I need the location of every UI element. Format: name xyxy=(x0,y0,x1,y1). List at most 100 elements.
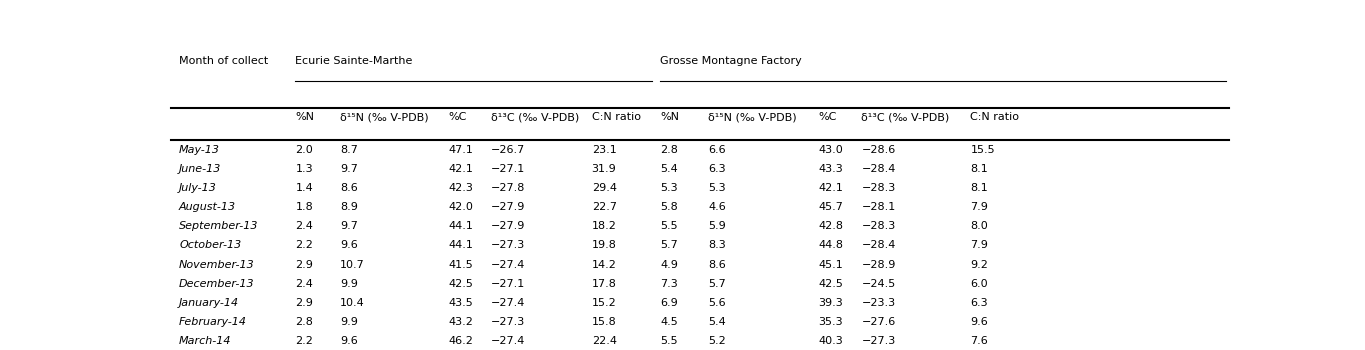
Text: 2.9: 2.9 xyxy=(295,260,314,270)
Text: 2.2: 2.2 xyxy=(295,336,314,346)
Text: 2.0: 2.0 xyxy=(295,145,313,155)
Text: 2.2: 2.2 xyxy=(295,240,314,251)
Text: %C: %C xyxy=(818,112,837,122)
Text: −28.9: −28.9 xyxy=(861,260,895,270)
Text: 23.1: 23.1 xyxy=(591,145,617,155)
Text: 5.2: 5.2 xyxy=(708,336,726,346)
Text: June-13: June-13 xyxy=(179,164,221,174)
Text: −27.6: −27.6 xyxy=(861,317,895,327)
Text: 42.1: 42.1 xyxy=(449,164,474,174)
Text: 9.9: 9.9 xyxy=(340,279,358,289)
Text: 1.4: 1.4 xyxy=(295,183,313,193)
Text: 8.0: 8.0 xyxy=(971,221,988,231)
Text: 42.0: 42.0 xyxy=(449,202,474,212)
Text: 5.5: 5.5 xyxy=(661,336,678,346)
Text: 9.7: 9.7 xyxy=(340,221,358,231)
Text: 6.0: 6.0 xyxy=(971,279,988,289)
Text: 6.3: 6.3 xyxy=(708,164,726,174)
Text: 42.1: 42.1 xyxy=(818,183,844,193)
Text: 18.2: 18.2 xyxy=(591,221,617,231)
Text: 9.6: 9.6 xyxy=(340,336,358,346)
Text: 15.8: 15.8 xyxy=(591,317,617,327)
Text: 14.2: 14.2 xyxy=(591,260,617,270)
Text: 8.6: 8.6 xyxy=(340,183,358,193)
Text: 8.6: 8.6 xyxy=(708,260,726,270)
Text: 15.5: 15.5 xyxy=(971,145,995,155)
Text: 7.3: 7.3 xyxy=(661,279,678,289)
Text: δ¹³C (‰ V-PDB): δ¹³C (‰ V-PDB) xyxy=(491,112,579,122)
Text: 45.1: 45.1 xyxy=(818,260,842,270)
Text: 45.7: 45.7 xyxy=(818,202,844,212)
Text: 5.7: 5.7 xyxy=(661,240,678,251)
Text: 42.3: 42.3 xyxy=(449,183,474,193)
Text: 7.6: 7.6 xyxy=(971,336,988,346)
Text: 8.7: 8.7 xyxy=(340,145,358,155)
Text: −27.9: −27.9 xyxy=(491,221,526,231)
Text: 5.3: 5.3 xyxy=(661,183,678,193)
Text: 44.8: 44.8 xyxy=(818,240,844,251)
Text: 47.1: 47.1 xyxy=(449,145,474,155)
Text: 1.3: 1.3 xyxy=(295,164,313,174)
Text: 5.4: 5.4 xyxy=(708,317,726,327)
Text: 2.4: 2.4 xyxy=(295,221,314,231)
Text: 2.8: 2.8 xyxy=(295,317,314,327)
Text: 8.9: 8.9 xyxy=(340,202,358,212)
Text: September-13: September-13 xyxy=(179,221,258,231)
Text: 9.9: 9.9 xyxy=(340,317,358,327)
Text: 22.7: 22.7 xyxy=(591,202,617,212)
Text: −27.8: −27.8 xyxy=(491,183,526,193)
Text: 43.0: 43.0 xyxy=(818,145,842,155)
Text: 42.8: 42.8 xyxy=(818,221,844,231)
Text: Grosse Montagne Factory: Grosse Montagne Factory xyxy=(661,56,803,66)
Text: −27.1: −27.1 xyxy=(491,279,526,289)
Text: March-14: March-14 xyxy=(179,336,232,346)
Text: −24.5: −24.5 xyxy=(861,279,895,289)
Text: 5.7: 5.7 xyxy=(708,279,726,289)
Text: 7.9: 7.9 xyxy=(971,240,988,251)
Text: 1.8: 1.8 xyxy=(295,202,313,212)
Text: 44.1: 44.1 xyxy=(449,240,474,251)
Text: 43.5: 43.5 xyxy=(449,298,474,308)
Text: %N: %N xyxy=(661,112,680,122)
Text: 2.8: 2.8 xyxy=(661,145,678,155)
Text: 17.8: 17.8 xyxy=(591,279,617,289)
Text: 15.2: 15.2 xyxy=(591,298,617,308)
Text: 10.4: 10.4 xyxy=(340,298,364,308)
Text: 43.2: 43.2 xyxy=(449,317,474,327)
Text: 2.9: 2.9 xyxy=(295,298,314,308)
Text: 35.3: 35.3 xyxy=(818,317,842,327)
Text: −27.1: −27.1 xyxy=(491,164,526,174)
Text: −28.3: −28.3 xyxy=(861,221,895,231)
Text: 5.4: 5.4 xyxy=(661,164,678,174)
Text: −27.3: −27.3 xyxy=(491,240,526,251)
Text: October-13: October-13 xyxy=(179,240,242,251)
Text: 4.6: 4.6 xyxy=(708,202,726,212)
Text: 29.4: 29.4 xyxy=(591,183,617,193)
Text: −27.4: −27.4 xyxy=(491,336,526,346)
Text: 6.6: 6.6 xyxy=(708,145,726,155)
Text: 10.7: 10.7 xyxy=(340,260,364,270)
Text: 42.5: 42.5 xyxy=(449,279,474,289)
Text: 9.2: 9.2 xyxy=(971,260,988,270)
Text: 44.1: 44.1 xyxy=(449,221,474,231)
Text: δ¹⁵N (‰ V-PDB): δ¹⁵N (‰ V-PDB) xyxy=(708,112,797,122)
Text: C:N ratio: C:N ratio xyxy=(591,112,640,122)
Text: August-13: August-13 xyxy=(179,202,236,212)
Text: 43.3: 43.3 xyxy=(818,164,842,174)
Text: 42.5: 42.5 xyxy=(818,279,844,289)
Text: Month of collect: Month of collect xyxy=(179,56,269,66)
Text: 9.6: 9.6 xyxy=(971,317,988,327)
Text: 46.2: 46.2 xyxy=(449,336,474,346)
Text: 6.9: 6.9 xyxy=(661,298,678,308)
Text: 2.4: 2.4 xyxy=(295,279,314,289)
Text: 5.3: 5.3 xyxy=(708,183,726,193)
Text: −27.4: −27.4 xyxy=(491,298,526,308)
Text: −26.7: −26.7 xyxy=(491,145,526,155)
Text: 31.9: 31.9 xyxy=(591,164,617,174)
Text: 22.4: 22.4 xyxy=(591,336,617,346)
Text: 9.7: 9.7 xyxy=(340,164,358,174)
Text: January-14: January-14 xyxy=(179,298,239,308)
Text: 39.3: 39.3 xyxy=(818,298,842,308)
Text: 5.8: 5.8 xyxy=(661,202,678,212)
Text: −27.3: −27.3 xyxy=(861,336,895,346)
